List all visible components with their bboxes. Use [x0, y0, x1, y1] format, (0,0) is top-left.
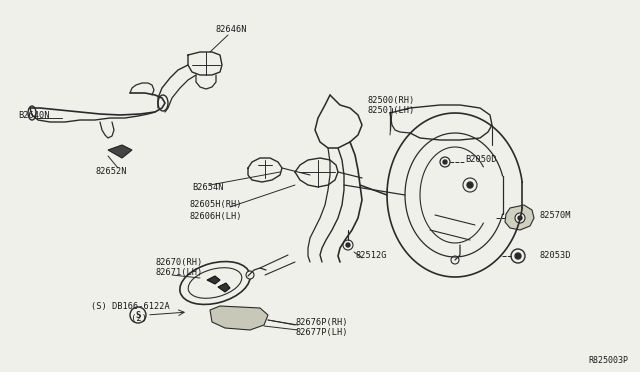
Circle shape: [343, 240, 353, 250]
Ellipse shape: [28, 106, 36, 120]
Text: 82671(LH): 82671(LH): [155, 269, 202, 278]
Text: R825003P: R825003P: [588, 356, 628, 365]
Circle shape: [443, 160, 447, 164]
Polygon shape: [505, 205, 534, 230]
Polygon shape: [108, 145, 132, 158]
Text: 82670(RH): 82670(RH): [155, 257, 202, 266]
Ellipse shape: [188, 268, 242, 298]
Polygon shape: [218, 283, 230, 292]
Circle shape: [515, 253, 521, 259]
Text: 82677P(LH): 82677P(LH): [295, 328, 348, 337]
Circle shape: [346, 243, 350, 247]
Text: (2): (2): [105, 314, 147, 323]
Text: B2640N: B2640N: [18, 110, 49, 119]
Text: 82646N: 82646N: [215, 25, 246, 34]
Circle shape: [130, 307, 146, 323]
Circle shape: [451, 256, 459, 264]
Circle shape: [467, 182, 473, 188]
Circle shape: [463, 178, 477, 192]
Text: 82500(RH): 82500(RH): [368, 96, 415, 105]
Text: S: S: [136, 311, 141, 320]
Circle shape: [515, 213, 525, 223]
Circle shape: [246, 271, 254, 279]
Ellipse shape: [158, 95, 168, 111]
Text: 82512G: 82512G: [355, 250, 387, 260]
Text: 82676P(RH): 82676P(RH): [295, 317, 348, 327]
Text: B2654N: B2654N: [192, 183, 223, 192]
Text: 82606H(LH): 82606H(LH): [190, 212, 243, 221]
Text: 82501(LH): 82501(LH): [368, 106, 415, 115]
Text: 82053D: 82053D: [540, 250, 572, 260]
Circle shape: [518, 216, 522, 220]
Ellipse shape: [180, 262, 250, 304]
Polygon shape: [207, 276, 220, 284]
Text: 82605H(RH): 82605H(RH): [190, 201, 243, 209]
Circle shape: [440, 157, 450, 167]
Circle shape: [511, 249, 525, 263]
Text: 82652N: 82652N: [95, 167, 127, 176]
Polygon shape: [210, 306, 268, 330]
Text: B2050D: B2050D: [465, 155, 497, 164]
Text: 82570M: 82570M: [540, 211, 572, 219]
Text: (S) DB166-6122A: (S) DB166-6122A: [91, 302, 170, 311]
